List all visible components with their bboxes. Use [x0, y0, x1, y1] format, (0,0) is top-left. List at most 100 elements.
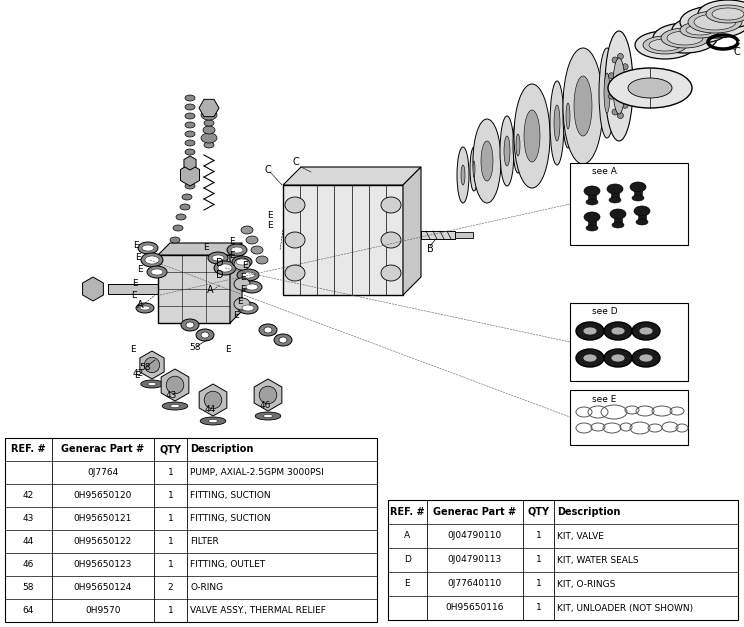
Ellipse shape — [185, 95, 195, 101]
Ellipse shape — [574, 76, 592, 136]
Ellipse shape — [241, 226, 253, 234]
Ellipse shape — [599, 48, 615, 138]
Ellipse shape — [643, 36, 687, 54]
Ellipse shape — [586, 199, 598, 205]
Ellipse shape — [285, 265, 305, 281]
Ellipse shape — [147, 266, 167, 278]
Text: 42: 42 — [132, 369, 144, 377]
Ellipse shape — [227, 244, 247, 256]
Ellipse shape — [145, 256, 159, 264]
Text: C: C — [734, 47, 740, 57]
Bar — [611, 193, 619, 199]
Ellipse shape — [381, 265, 401, 281]
Ellipse shape — [607, 184, 623, 194]
Text: C: C — [265, 165, 272, 175]
Polygon shape — [283, 167, 421, 185]
Ellipse shape — [381, 197, 401, 213]
Ellipse shape — [232, 256, 252, 268]
Ellipse shape — [201, 332, 209, 338]
Text: FITTING, OUTLET: FITTING, OUTLET — [190, 560, 266, 569]
Text: Description: Description — [190, 445, 254, 455]
Ellipse shape — [461, 165, 465, 185]
Text: 0J7764: 0J7764 — [87, 468, 118, 477]
Text: 0H95650120: 0H95650120 — [74, 491, 132, 500]
Text: KIT, UNLOADER (NOT SHOWN): KIT, UNLOADER (NOT SHOWN) — [557, 604, 693, 613]
Text: 58: 58 — [22, 583, 34, 592]
Ellipse shape — [667, 31, 703, 45]
Text: A: A — [137, 300, 144, 310]
Text: 0H95650124: 0H95650124 — [74, 583, 132, 592]
Ellipse shape — [170, 237, 180, 243]
Ellipse shape — [236, 259, 248, 265]
Ellipse shape — [256, 256, 268, 264]
Ellipse shape — [151, 269, 163, 275]
Text: 1: 1 — [536, 556, 542, 564]
Text: D: D — [217, 258, 224, 268]
Ellipse shape — [185, 140, 195, 146]
Ellipse shape — [628, 78, 672, 98]
Text: 0J04790113: 0J04790113 — [447, 556, 501, 564]
Text: E: E — [240, 273, 246, 283]
Ellipse shape — [524, 110, 540, 162]
Ellipse shape — [584, 212, 600, 222]
Text: QTY: QTY — [527, 507, 550, 517]
Text: 42: 42 — [22, 491, 34, 500]
Ellipse shape — [185, 104, 195, 110]
Ellipse shape — [218, 264, 232, 272]
Ellipse shape — [259, 386, 277, 404]
Text: 0H9570: 0H9570 — [85, 606, 121, 615]
Bar — [108, 284, 158, 294]
Ellipse shape — [612, 222, 624, 228]
Text: E: E — [229, 238, 235, 246]
Polygon shape — [158, 243, 242, 255]
Bar — [588, 195, 596, 201]
Polygon shape — [161, 369, 189, 401]
Text: KIT, VALVE: KIT, VALVE — [557, 532, 604, 540]
Polygon shape — [230, 243, 242, 323]
Ellipse shape — [624, 83, 630, 89]
Text: E: E — [237, 297, 243, 307]
Ellipse shape — [140, 306, 150, 310]
Ellipse shape — [712, 8, 744, 20]
Ellipse shape — [639, 327, 653, 335]
Text: Generac Part #: Generac Part # — [433, 507, 516, 517]
Ellipse shape — [234, 278, 250, 290]
Text: E: E — [132, 278, 138, 288]
Text: 1: 1 — [167, 491, 173, 500]
Ellipse shape — [672, 17, 728, 43]
Polygon shape — [254, 379, 282, 411]
Ellipse shape — [632, 349, 660, 367]
Ellipse shape — [457, 147, 469, 203]
Ellipse shape — [630, 182, 646, 192]
Ellipse shape — [212, 255, 224, 261]
Text: 64: 64 — [22, 606, 34, 615]
Ellipse shape — [185, 183, 195, 189]
Text: 58: 58 — [139, 364, 151, 372]
Ellipse shape — [166, 376, 184, 394]
Text: E: E — [229, 251, 235, 260]
Ellipse shape — [231, 247, 243, 253]
Bar — [388, 500, 738, 620]
Ellipse shape — [162, 402, 187, 410]
Ellipse shape — [242, 281, 262, 293]
Text: 1: 1 — [167, 606, 173, 615]
Ellipse shape — [176, 214, 186, 220]
Bar — [5, 438, 377, 622]
Ellipse shape — [639, 354, 653, 362]
Ellipse shape — [604, 73, 610, 113]
Polygon shape — [140, 351, 164, 379]
Polygon shape — [181, 164, 199, 186]
Ellipse shape — [604, 349, 632, 367]
Ellipse shape — [201, 133, 217, 143]
Ellipse shape — [481, 141, 493, 181]
Ellipse shape — [608, 68, 692, 108]
Text: 0H95650116: 0H95650116 — [446, 604, 504, 613]
Ellipse shape — [583, 354, 597, 362]
Text: 2: 2 — [167, 583, 173, 592]
Text: 1: 1 — [536, 604, 542, 613]
Text: Description: Description — [557, 507, 620, 517]
Ellipse shape — [661, 28, 709, 48]
Text: E: E — [233, 312, 239, 320]
Ellipse shape — [584, 186, 600, 196]
Bar — [158, 255, 230, 323]
